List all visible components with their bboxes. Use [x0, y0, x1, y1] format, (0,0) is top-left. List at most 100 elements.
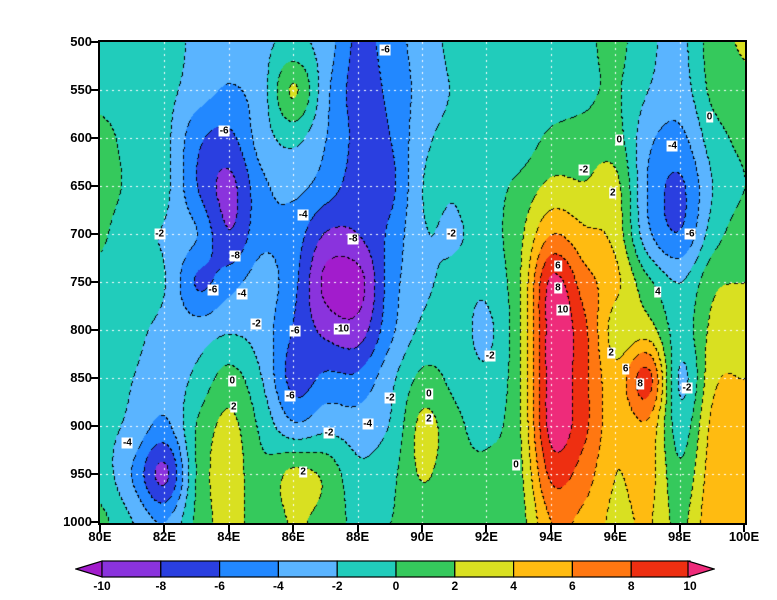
- contour-labels-layer: -6 -6 0 -4 0 -2 2 -4 -2 -2 -8 -8 -6 -6 -4 -2 -10 -6 -6 6 8 10…: [100, 42, 745, 523]
- x-axis-tickmark: [99, 524, 101, 532]
- colorbar-tick-label: -10: [93, 579, 111, 593]
- y-axis-tick-label: 900: [70, 418, 92, 433]
- contour-label: -8: [229, 250, 241, 262]
- x-axis-tick-label: 94E: [539, 529, 563, 544]
- colorbar-bar: [73, 560, 717, 578]
- plot-area: -6 -6 0 -4 0 -2 2 -4 -2 -2 -8 -8 -6 -6 -4 -2 -10 -6 -6 6 8 10…: [100, 42, 745, 523]
- y-axis-tick-label: 550: [70, 82, 92, 97]
- y-axis-tickmark: [90, 41, 98, 43]
- contour-label: 6: [554, 260, 562, 272]
- contour-label: -10: [333, 323, 351, 335]
- y-axis-tickmark: [90, 89, 98, 91]
- colorbar-tick-label: -8: [155, 579, 167, 593]
- y-axis-tick-label: 800: [70, 322, 92, 337]
- y-axis-tickmark: [90, 425, 98, 427]
- colorbar-segment: [336, 560, 397, 578]
- colorbar-segment: [395, 560, 456, 578]
- y-axis-tick-label: 700: [70, 226, 92, 241]
- colorbar-segment: [571, 560, 632, 578]
- x-axis-tickmark: [485, 524, 488, 532]
- y-axis-tickmark: [90, 377, 98, 379]
- colorbar-tick-label: 0: [392, 579, 400, 593]
- y-axis-tick-label: 850: [70, 370, 92, 385]
- x-axis-tickmark: [421, 524, 423, 532]
- x-axis-tickmark: [743, 524, 745, 532]
- x-axis-tick-label: 96E: [603, 529, 627, 544]
- contour-label: -2: [323, 427, 335, 439]
- x-axis-tick-label: 88E: [346, 529, 370, 544]
- contour-label: 0: [705, 111, 714, 123]
- x-axis-tickmark: [227, 524, 230, 532]
- y-axis-tickmark: [90, 137, 98, 139]
- x-axis-tick-label: 86E: [281, 529, 305, 544]
- contour-label: 6: [621, 363, 630, 375]
- y-axis-tick-label: 950: [70, 466, 92, 481]
- y-axis-tick-label: 500: [70, 34, 92, 49]
- contour-label: 8: [636, 378, 644, 389]
- x-axis-tickmark: [614, 524, 617, 532]
- colorbar-segment: [277, 560, 338, 578]
- contour-label: 4: [654, 286, 662, 298]
- contour-label: 2: [608, 187, 617, 199]
- colorbar-tick-label: 4: [510, 579, 517, 593]
- y-axis-tick-label: 750: [70, 274, 92, 289]
- y-axis-tickmark: [90, 329, 98, 331]
- x-axis-tick-label: 92E: [474, 529, 498, 544]
- x-axis-tickmark: [356, 524, 359, 532]
- x-axis-tick-label: 82E: [152, 529, 176, 544]
- colorbar-left-arrow: [73, 560, 103, 578]
- colorbar-right-arrow: [687, 560, 717, 578]
- y-axis-tickmark: [90, 281, 98, 283]
- y-axis-tickmark: [90, 473, 98, 475]
- contour-label: -6: [684, 228, 696, 240]
- x-axis-tickmark: [678, 524, 681, 532]
- contour-label: -2: [484, 350, 496, 362]
- contour-label: -6: [289, 325, 301, 337]
- contour-label: -2: [446, 228, 457, 240]
- contour-label: -6: [284, 390, 296, 402]
- contour-label: 0: [615, 134, 623, 146]
- contour-label: -4: [666, 140, 678, 152]
- contour-label: -2: [578, 164, 590, 176]
- contour-label: -4: [121, 437, 133, 449]
- contour-label: -6: [218, 125, 230, 136]
- y-axis-tick-label: 1000: [63, 514, 92, 529]
- colorbar-tick-label: 10: [683, 579, 697, 593]
- x-axis-tick-label: 80E: [88, 529, 112, 544]
- colorbar-segment: [219, 560, 280, 578]
- contour-label: 2: [230, 401, 238, 413]
- colorbar-tick-label: 2: [451, 579, 459, 593]
- colorbar-segment: [101, 560, 162, 578]
- contour-label: 0: [228, 375, 236, 387]
- contour-label: -4: [297, 209, 309, 221]
- colorbar-segment: [454, 560, 515, 578]
- contour-label: -2: [681, 382, 693, 394]
- x-axis-tickmark: [163, 524, 166, 532]
- colorbar-tick-label: -6: [214, 579, 225, 593]
- contour-canvas: [100, 42, 745, 523]
- colorbar: -10 -8 -6 -4 -2 0 2 4 6 8 10: [73, 560, 717, 600]
- colorbar-tick-label: 8: [627, 579, 635, 593]
- y-axis-tickmark: [90, 185, 98, 187]
- colorbar-tick-label: -2: [331, 579, 343, 593]
- contour-label: 2: [607, 347, 615, 359]
- contour-label: 10: [556, 304, 570, 316]
- contour-label: 2: [299, 466, 307, 478]
- contour-label: -6: [207, 284, 219, 296]
- x-axis-tick-label: 100E: [728, 529, 760, 544]
- contour-label: 2: [425, 413, 433, 425]
- y-axis-tick-label: 600: [70, 130, 92, 145]
- x-axis-tickmark: [292, 524, 295, 532]
- contour-label: 0: [512, 459, 520, 471]
- y-axis-tickmark: [90, 233, 98, 235]
- colorbar-tick-label: -4: [273, 579, 284, 593]
- contour-label: -4: [236, 288, 248, 300]
- x-axis-tick-label: 98E: [668, 529, 692, 544]
- contour-label: 0: [425, 388, 433, 400]
- contour-label: -4: [362, 418, 374, 430]
- y-axis-tick-label: 650: [70, 178, 92, 193]
- x-axis-tick-label: 84E: [217, 529, 241, 544]
- contour-label: 8: [554, 282, 562, 294]
- colorbar-segment: [630, 560, 691, 578]
